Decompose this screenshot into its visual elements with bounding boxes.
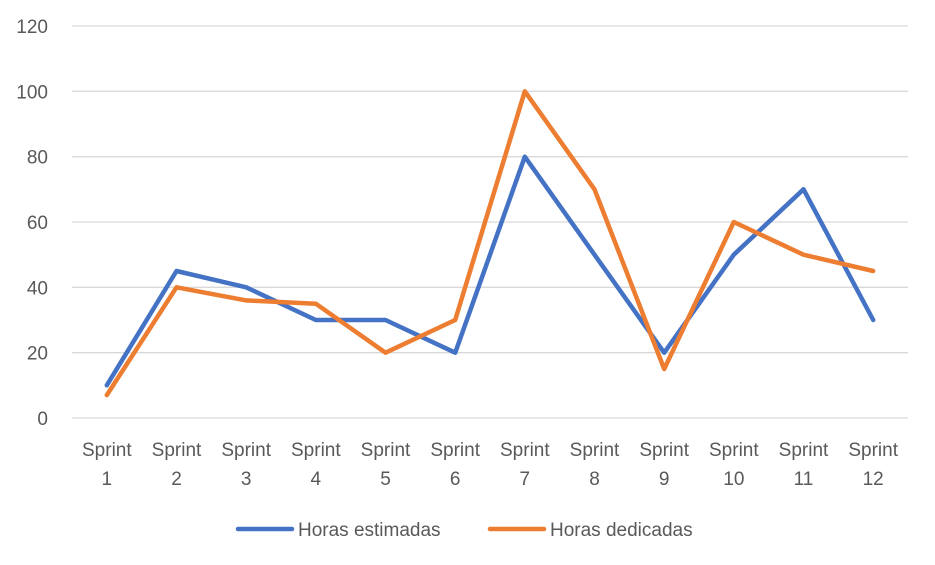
y-tick-label: 80: [27, 148, 48, 169]
x-tick-label-line2: 6: [450, 469, 461, 490]
x-axis-ticks: Sprint 1 Sprint 2 Sprint 3 Sprint 4 Sprint 5 Sprin…: [82, 440, 899, 490]
series-lines: [104, 89, 876, 398]
y-tick-label: 120: [16, 17, 48, 38]
y-tick-label: 0: [37, 409, 48, 430]
x-tick-label-line1: Sprint: [152, 440, 202, 461]
x-tick-label-line1: Sprint: [361, 440, 411, 461]
x-tick-label-line1: Sprint: [291, 440, 341, 461]
x-tick-label-line2: 11: [794, 469, 814, 490]
x-tick-label-line1: Sprint: [82, 440, 132, 461]
y-tick-label: 20: [27, 344, 48, 365]
x-tick-label-line2: 7: [520, 469, 531, 490]
x-tick-label-line2: 1: [102, 469, 113, 490]
y-tick-label: 60: [27, 213, 48, 234]
x-tick-label-line1: Sprint: [709, 440, 759, 461]
series-line-horas-dedicadas: [104, 89, 876, 398]
x-tick-label-line2: 12: [863, 469, 884, 490]
legend-label: Horas dedicadas: [550, 520, 693, 541]
legend-label: Horas estimadas: [298, 520, 441, 541]
x-tick-label-line1: Sprint: [430, 440, 480, 461]
x-tick-label-line2: 5: [380, 469, 391, 490]
x-tick-label-line1: Sprint: [779, 440, 829, 461]
legend: Horas estimadas Horas dedicadas: [235, 520, 693, 541]
x-tick-label-line1: Sprint: [848, 440, 898, 461]
x-tick-label-line1: Sprint: [500, 440, 550, 461]
gridlines: [72, 25, 908, 419]
x-tick-label-line2: 2: [171, 469, 182, 490]
y-tick-label: 40: [27, 278, 48, 299]
x-tick-label-line1: Sprint: [221, 440, 271, 461]
x-tick-label-line2: 10: [723, 469, 744, 490]
x-tick-label-line2: 3: [241, 469, 252, 490]
x-tick-label-line2: 9: [659, 469, 670, 490]
y-tick-label: 100: [16, 82, 48, 103]
x-tick-label-line1: Sprint: [570, 440, 620, 461]
y-axis-ticks: 0 20 40 60 80 100 120: [16, 17, 48, 430]
x-tick-label-line1: Sprint: [639, 440, 689, 461]
series-line-horas-estimadas: [104, 154, 876, 388]
x-tick-label-line2: 8: [589, 469, 600, 490]
x-tick-label-line2: 4: [311, 469, 322, 490]
